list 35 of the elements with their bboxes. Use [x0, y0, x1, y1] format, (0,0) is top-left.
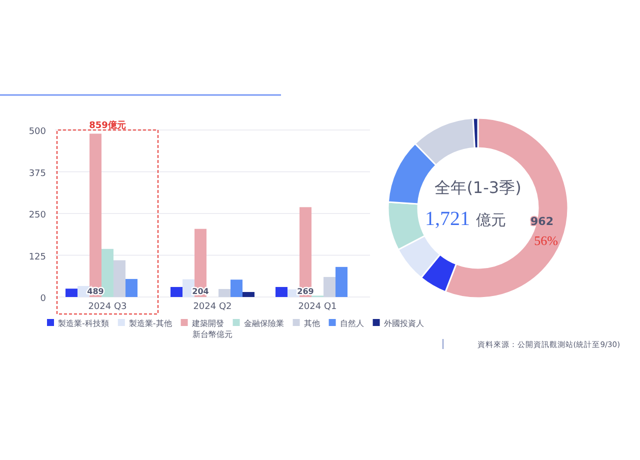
y-tick-label: 125 — [28, 252, 46, 262]
bar — [66, 288, 78, 297]
bar — [336, 266, 348, 297]
y-tick-label: 0 — [40, 294, 46, 304]
legend-label: 製造業-科技類 — [58, 319, 109, 328]
bar — [300, 207, 312, 297]
annotation: 859億元 — [89, 120, 126, 131]
legend-label: 金融保險業 — [244, 319, 284, 328]
bar — [324, 276, 336, 297]
legend-label: 製造業-其他 — [128, 319, 172, 328]
legend-label: 外國投資人 — [384, 319, 424, 328]
legend-label: 建築開發 — [190, 319, 224, 328]
y-tick-label: 375 — [28, 168, 46, 179]
bar — [102, 248, 114, 297]
y-tick-label: 500 — [28, 127, 46, 137]
bar — [276, 286, 288, 297]
x-tick-label: 2024 Q1 — [298, 302, 337, 312]
bar — [126, 278, 138, 297]
bar — [242, 292, 254, 297]
text: 億元 — [476, 211, 506, 229]
text: 1,721 — [425, 208, 470, 230]
x-axis-title: 新台幣億元 — [192, 330, 232, 339]
data-label: 489 — [87, 287, 104, 296]
y-tick-label: 250 — [28, 210, 46, 220]
legend-label: 自然人 — [340, 319, 364, 328]
bar — [114, 260, 126, 297]
bar — [218, 288, 230, 297]
x-tick-label: 2024 Q3 — [88, 302, 127, 312]
text: 全年(1-3季) — [434, 178, 522, 197]
legend-label: 其他 — [304, 319, 320, 328]
text: 56% — [534, 233, 558, 248]
x-tick-label: 2024 Q2 — [193, 302, 232, 312]
bar — [90, 134, 102, 297]
bar — [170, 286, 182, 297]
bar — [230, 280, 242, 297]
